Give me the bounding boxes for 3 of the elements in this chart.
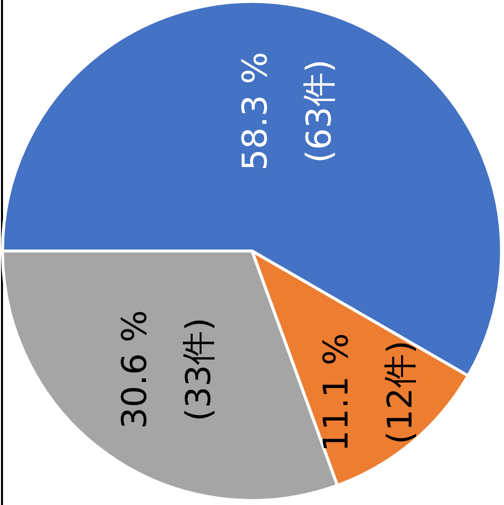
data-label: 30.6 % (33件) — [114, 310, 219, 429]
data-label: 11.1 % (12件) — [316, 333, 421, 452]
data-label: 58.3 % (63件) — [235, 52, 340, 171]
